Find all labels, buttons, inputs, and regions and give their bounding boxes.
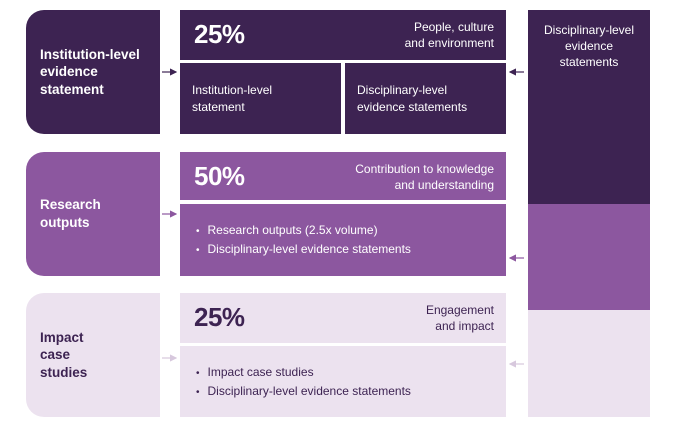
- percent-box-contribution: 50% Contribution to knowledge and unders…: [180, 152, 506, 200]
- sub-cell-institution-statement: Institution-level statement: [180, 63, 341, 134]
- percent-box-people-culture: 25% People, culture and environment: [180, 10, 506, 60]
- percent-box-engagement: 25% Engagement and impact: [180, 293, 506, 343]
- right-column-label: Disciplinary-level evidence statements: [543, 23, 635, 70]
- bullet-item: Research outputs (2.5x volume): [196, 221, 411, 240]
- percent-description: Contribution to knowledge and understand…: [355, 162, 494, 193]
- percent-value: 50%: [194, 161, 245, 191]
- bullet-list: Impact case studies Disciplinary-level e…: [180, 363, 411, 400]
- percent-value: 25%: [194, 19, 245, 49]
- left-label-institution: Institution-level evidence statement: [26, 10, 160, 134]
- bullet-item: Disciplinary-level evidence statements: [196, 240, 411, 259]
- percent-description: Engagement and impact: [425, 303, 494, 334]
- percent-value: 25%: [194, 302, 245, 332]
- right-column-light-segment: [528, 310, 650, 417]
- left-label-research-outputs: Research outputs: [26, 152, 160, 276]
- bullet-item: Impact case studies: [196, 363, 411, 382]
- percent-description: People, culture and environment: [404, 20, 494, 51]
- right-column-dark-segment: Disciplinary-level evidence statements: [528, 10, 650, 204]
- left-label-impact-case-studies: Impact case studies: [26, 293, 160, 417]
- bullet-item: Disciplinary-level evidence statements: [196, 382, 411, 401]
- research-outputs-details: Research outputs (2.5x volume) Disciplin…: [180, 204, 506, 276]
- bullet-list: Research outputs (2.5x volume) Disciplin…: [180, 221, 411, 258]
- impact-details: Impact case studies Disciplinary-level e…: [180, 346, 506, 417]
- sub-cell-disciplinary-statements: Disciplinary-level evidence statements: [345, 63, 506, 134]
- right-column-mid-segment: [528, 204, 650, 310]
